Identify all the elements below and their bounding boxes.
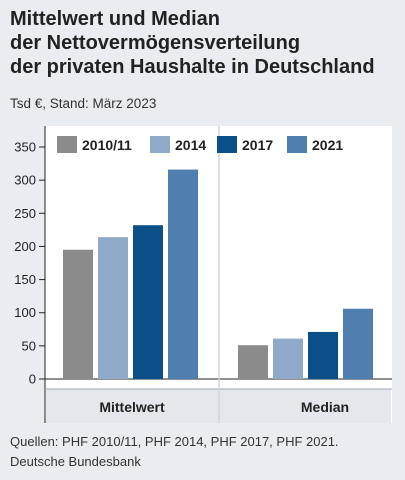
- chart-title: Mittelwert und Median der Nettovermögens…: [10, 7, 400, 79]
- bar-2010-11-median: [238, 345, 268, 379]
- chart-source: Quellen: PHF 2010/11, PHF 2014, PHF 2017…: [10, 432, 400, 472]
- legend-swatch: [287, 136, 307, 153]
- bar-2021-mittelwert: [168, 169, 198, 379]
- y-tick-label: 200: [14, 239, 36, 254]
- legend-label: 2010/11: [82, 137, 132, 153]
- legend-swatch: [57, 136, 77, 153]
- title-line-3: der privaten Haushalte in Deutschland: [10, 56, 375, 78]
- bar-2021-median: [343, 308, 373, 379]
- y-tick-label: 150: [14, 272, 36, 287]
- y-tick-label: 100: [14, 305, 36, 320]
- bar-2017-median: [308, 331, 338, 379]
- y-tick-label: 0: [29, 372, 36, 387]
- y-tick-label: 250: [14, 206, 36, 221]
- y-tick-label: 50: [22, 338, 36, 353]
- bar-chart: 0 50 100 150 200 250 300 350 Mittelwert Median 201…: [14, 126, 392, 423]
- chart-subtitle: Tsd €, Stand: März 2023: [10, 96, 157, 111]
- bar-2014-mittelwert: [98, 237, 128, 379]
- y-tick-label: 300: [14, 173, 36, 188]
- bar-2014-median: [273, 338, 303, 379]
- legend-label: 2017: [242, 137, 273, 153]
- legend-swatch: [150, 136, 170, 153]
- category-label: Median: [301, 399, 349, 415]
- source-line: Quellen: PHF 2010/11, PHF 2014, PHF 2017…: [10, 434, 339, 449]
- legend-label: 2014: [175, 137, 206, 153]
- publisher-line: Deutsche Bundesbank: [10, 454, 141, 469]
- legend-label: 2021: [312, 137, 343, 153]
- category-label: Mittelwert: [99, 399, 165, 415]
- bar-2017-mittelwert: [133, 225, 163, 379]
- title-line-1: Mittelwert und Median: [10, 8, 220, 30]
- bar-2010-11-mittelwert: [63, 249, 93, 379]
- title-line-2: der Nettovermögensverteilung: [10, 32, 301, 54]
- legend-swatch: [217, 136, 237, 153]
- y-tick-label: 350: [14, 140, 36, 155]
